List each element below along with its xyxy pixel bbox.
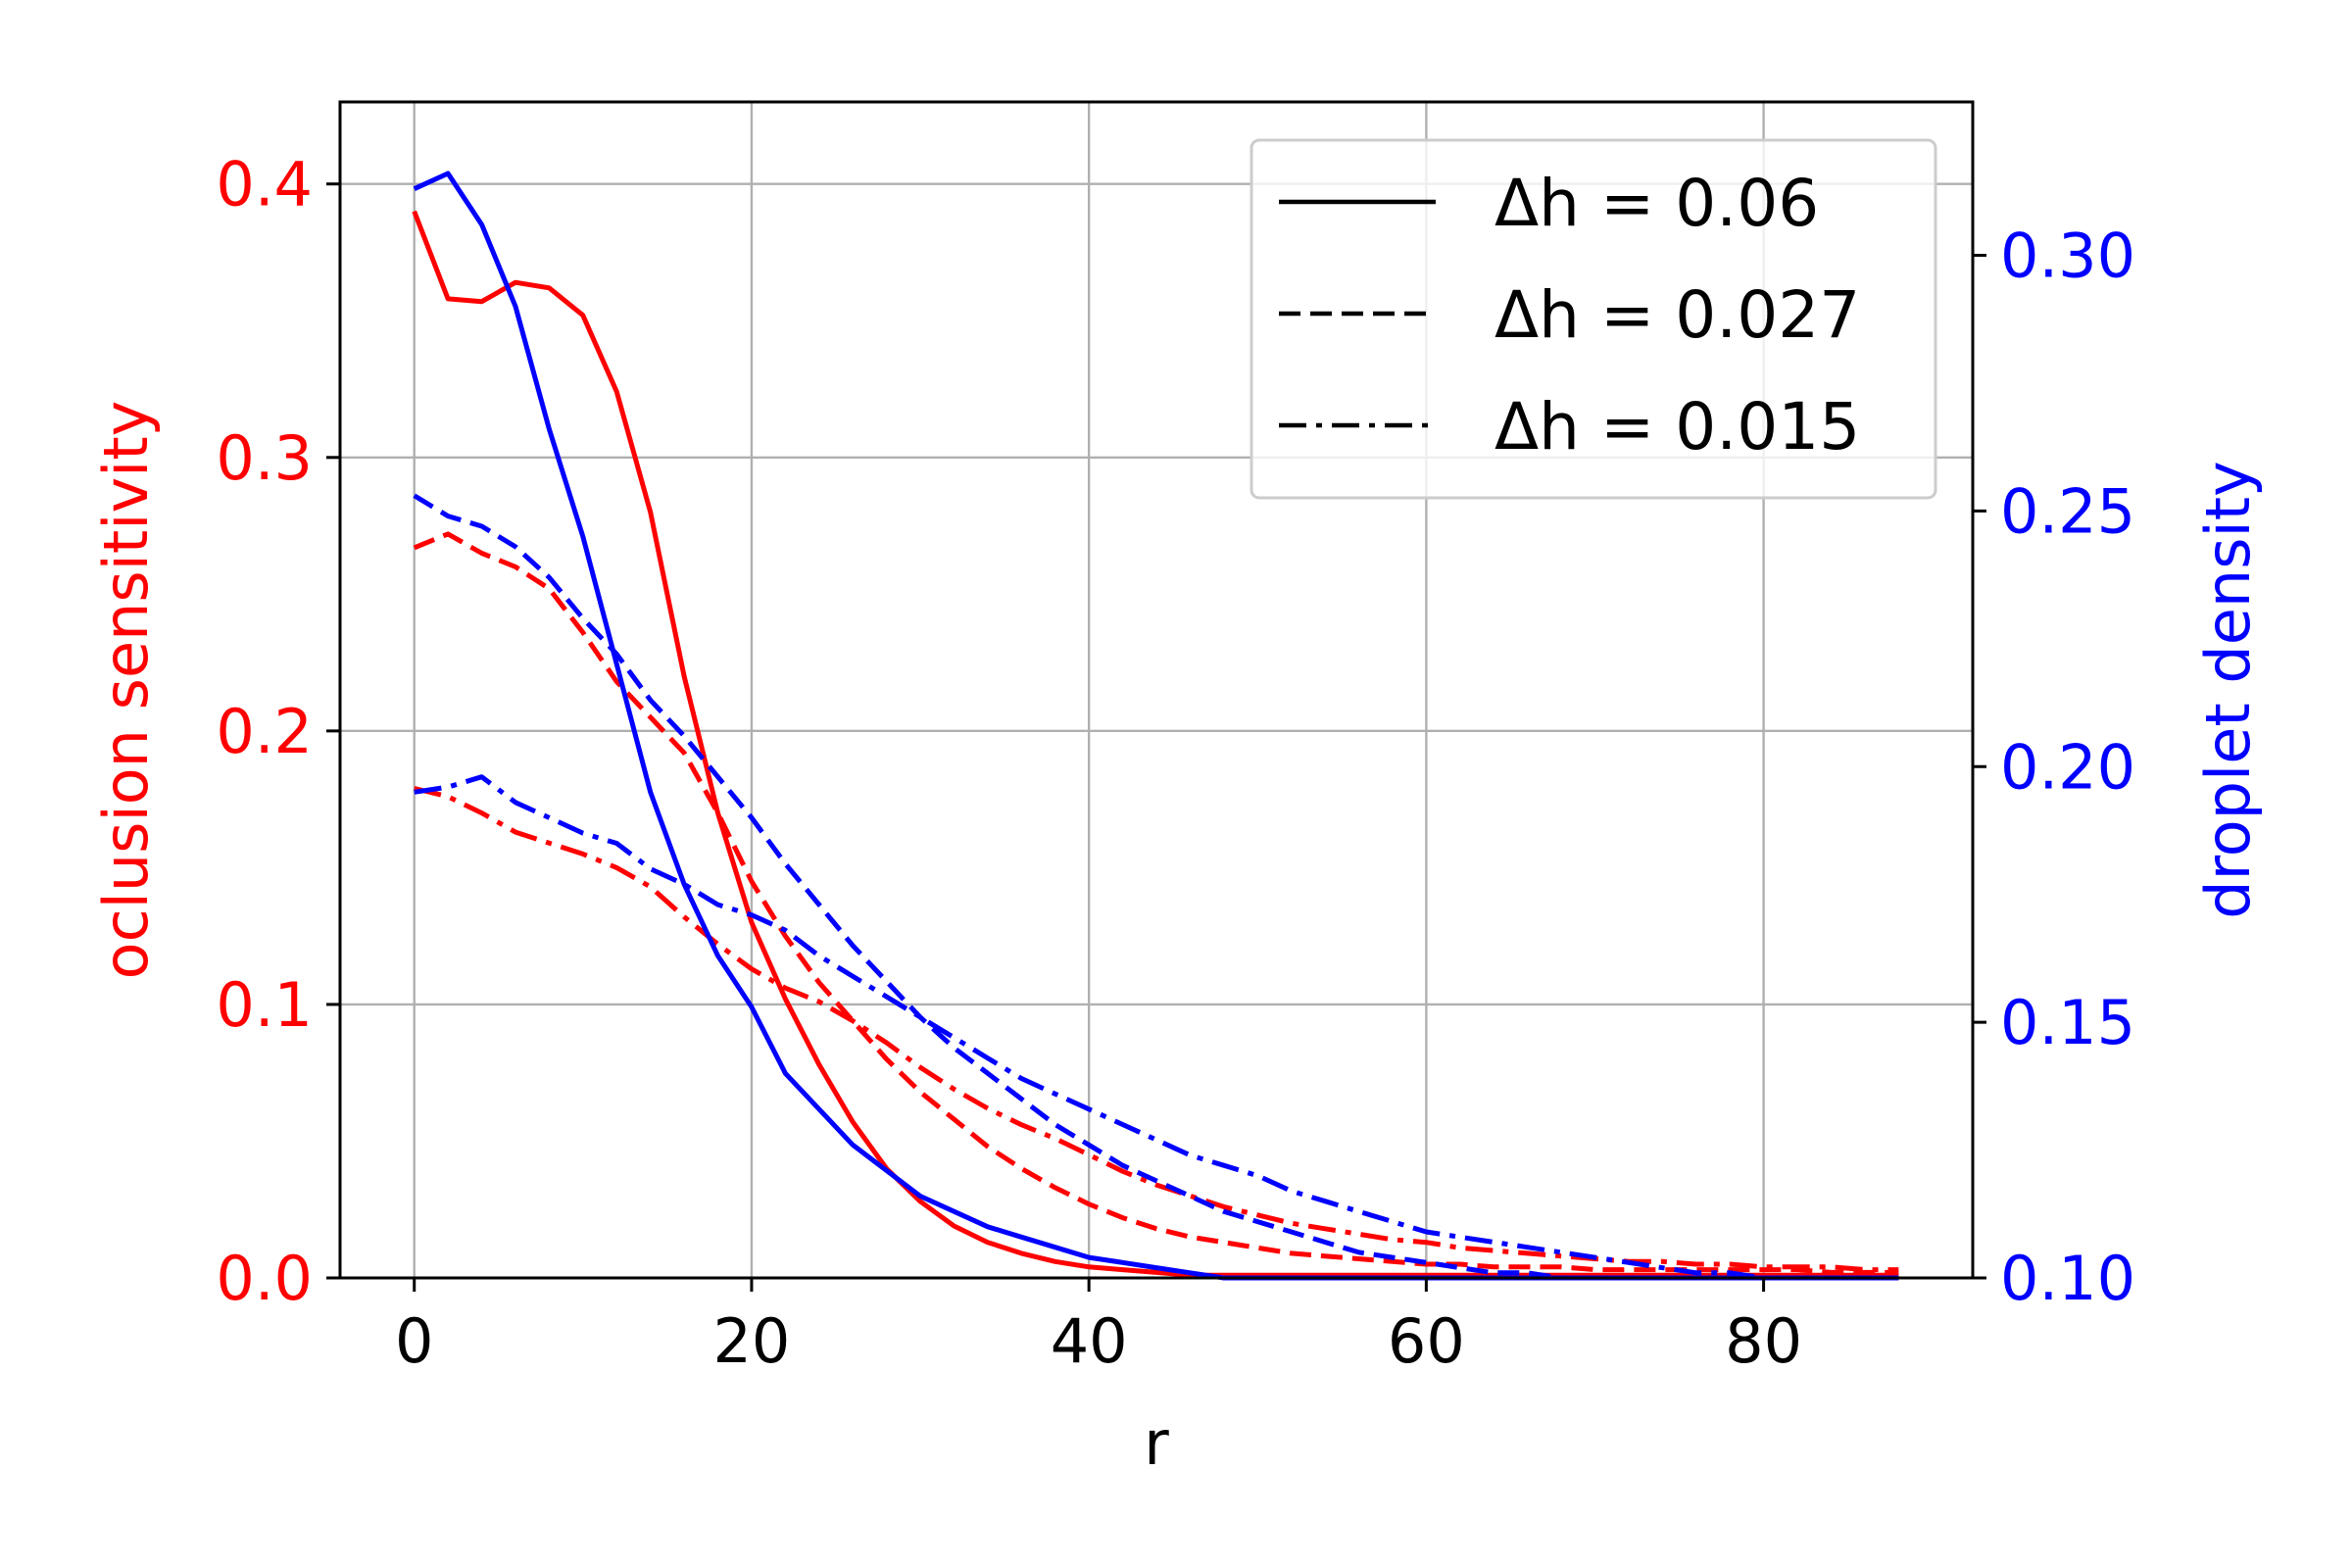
y-axis-label-left: oclusion sensitivity [90, 401, 162, 980]
y-left-tick-label: 0.3 [216, 422, 313, 494]
y-left-tick-label: 0.0 [216, 1243, 313, 1314]
y-right-tick-label: 0.30 [2000, 220, 2135, 292]
x-tick-label: 60 [1388, 1305, 1465, 1377]
series-line-left-solid [412, 210, 1899, 1278]
y-right-tick-label: 0.15 [2000, 987, 2135, 1058]
legend-label-dashdot: Δh = 0.015 [1494, 389, 1860, 465]
legend-label-dashed: Δh = 0.027 [1494, 277, 1860, 353]
y-right-tick-label: 0.20 [2000, 731, 2135, 803]
series-line-left-dashdot [414, 786, 1899, 1273]
x-tick-label: 20 [712, 1305, 790, 1377]
y-right-tick-label: 0.10 [2000, 1243, 2135, 1314]
legend: Δh = 0.06 Δh = 0.027 Δh = 0.015 [1250, 138, 1937, 500]
ticks: 0 20 40 60 80 0.0 0.1 0.2 0.3 0.4 0.10 0.15 0.20 0.25… [216, 149, 2135, 1377]
x-tick-label: 80 [1725, 1305, 1802, 1377]
y-right-tick-label: 0.25 [2000, 475, 2135, 547]
legend-label-solid: Δh = 0.06 [1494, 166, 1819, 241]
series-line-left-dashed [413, 531, 1899, 1275]
x-axis-label: r [1144, 1407, 1169, 1479]
plot-frame [338, 100, 1975, 1280]
x-tick-label: 40 [1051, 1305, 1128, 1377]
y-left-tick-label: 0.1 [216, 969, 313, 1041]
y-left-tick-label: 0.2 [216, 696, 313, 767]
series-line-right-dashed [413, 493, 1899, 1281]
x-tick-label: 0 [395, 1305, 433, 1377]
series-line-right-dashdot [414, 774, 1899, 1281]
legend-box [1250, 138, 1937, 500]
y-axis-label-right: droplet density [2192, 461, 2264, 918]
y-left-tick-label: 0.4 [216, 149, 313, 220]
